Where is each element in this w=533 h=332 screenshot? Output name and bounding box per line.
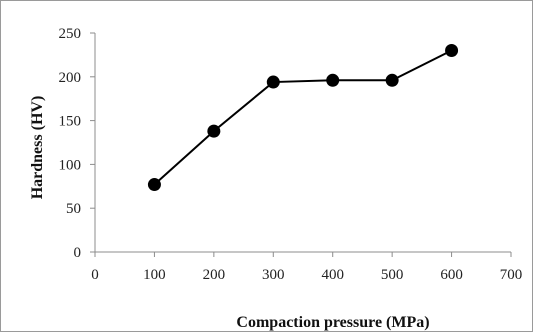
data-point: [385, 73, 399, 87]
x-tick-label: 400: [321, 267, 344, 283]
tick-labels: 0 50 100 150 200 250 0 100 200 300 400 500 600 700: [59, 26, 523, 283]
y-axis-label: Hardness (HV): [29, 96, 46, 200]
x-tick-label: 200: [203, 267, 226, 283]
y-tick-label: 250: [59, 26, 82, 42]
data-point: [445, 44, 459, 58]
x-tick-label: 600: [440, 267, 463, 283]
x-tick-label: 700: [500, 267, 523, 283]
data-point: [326, 73, 340, 87]
x-tick-label: 0: [91, 267, 99, 283]
x-tick-label: 100: [143, 267, 166, 283]
series: [147, 44, 459, 192]
axes: [90, 32, 512, 257]
data-point: [207, 124, 221, 138]
x-axis-label: Compaction pressure (MPa): [236, 314, 429, 331]
y-tick-label: 200: [59, 70, 82, 86]
data-point: [147, 178, 161, 192]
x-tick-label: 500: [381, 267, 404, 283]
y-tick-label: 50: [66, 201, 81, 217]
x-tick-label: 300: [262, 267, 285, 283]
y-tick-label: 0: [74, 245, 82, 261]
y-tick-label: 100: [59, 157, 82, 173]
y-tick-label: 150: [59, 114, 82, 130]
series-line: [153, 49, 453, 186]
data-point: [266, 75, 280, 89]
